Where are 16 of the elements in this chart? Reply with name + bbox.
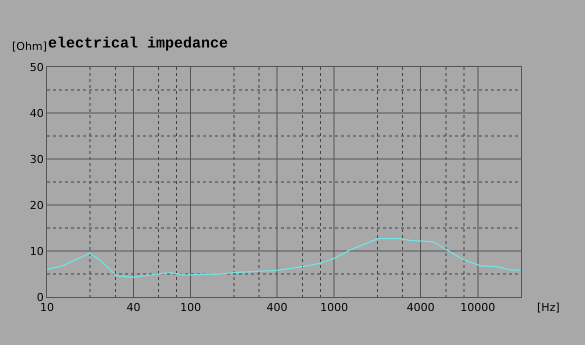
y-tick-label: 10 — [30, 244, 44, 258]
x-tick-label: 10 — [40, 301, 54, 314]
y-tick-label: 30 — [30, 152, 44, 166]
chart-title: electrical impedance — [48, 35, 228, 52]
x-tick-label: 1000 — [320, 301, 348, 314]
y-tick-label: 50 — [30, 60, 44, 74]
x-axis-title: [Hz] — [537, 301, 560, 314]
x-tick-label: 4000 — [406, 301, 435, 314]
x-tick-label: 400 — [266, 301, 288, 314]
y-tick-label: 40 — [30, 106, 44, 120]
y-axis-title: [Ohm] — [12, 40, 47, 53]
x-tick-label: 10000 — [460, 301, 496, 314]
x-tick-label: 100 — [180, 301, 202, 314]
y-tick-label: 0 — [36, 290, 44, 304]
x-tick-label: 40 — [126, 301, 140, 314]
y-tick-label: 20 — [30, 198, 44, 212]
